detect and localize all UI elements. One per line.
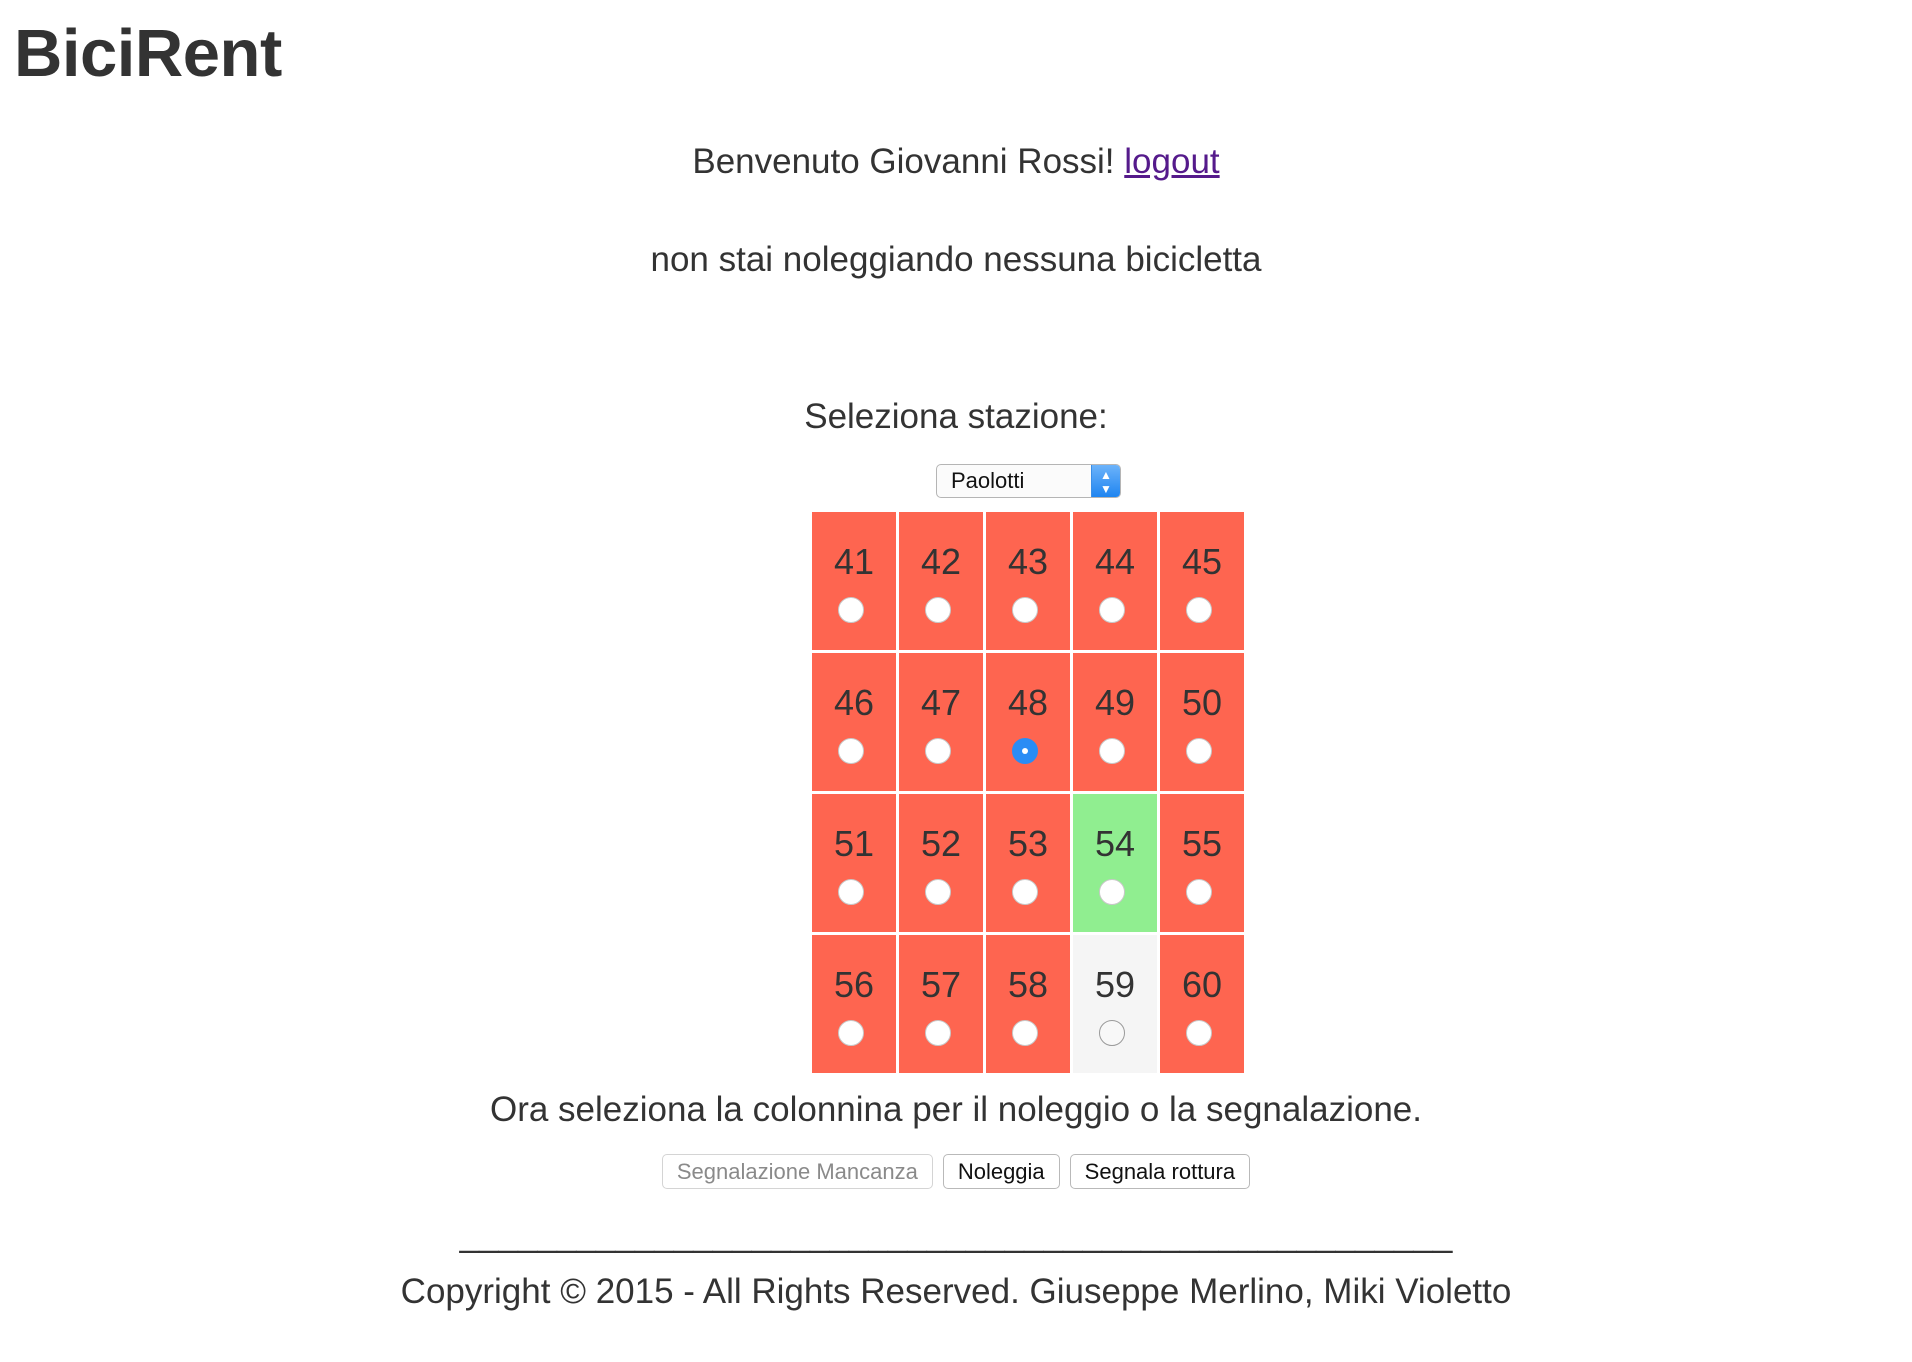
column-number: 41: [833, 541, 875, 582]
column-radio[interactable]: [1099, 597, 1125, 623]
station-select[interactable]: Paolotti ▲ ▼: [936, 464, 1121, 498]
action-buttons: Segnalazione Mancanza Noleggia Segnala r…: [0, 1154, 1912, 1189]
column-cell[interactable]: 41: [812, 512, 896, 650]
column-radio[interactable]: [1186, 1020, 1212, 1046]
column-number: 45: [1181, 541, 1223, 582]
column-number: 42: [920, 541, 962, 582]
column-number: 53: [1007, 823, 1049, 864]
column-cell[interactable]: 55: [1160, 794, 1244, 932]
column-radio[interactable]: [838, 1020, 864, 1046]
column-cell[interactable]: 60: [1160, 935, 1244, 1073]
column-cell[interactable]: 46: [812, 653, 896, 791]
app-logo: BiciRent: [14, 16, 282, 91]
column-radio[interactable]: [1012, 597, 1038, 623]
column-number: 50: [1181, 682, 1223, 723]
column-number: 43: [1007, 541, 1049, 582]
column-radio[interactable]: [1099, 879, 1125, 905]
column-number: 58: [1007, 964, 1049, 1005]
column-cell[interactable]: 50: [1160, 653, 1244, 791]
welcome-message: Benvenuto Giovanni Rossi! logout: [0, 140, 1912, 184]
column-number: 46: [833, 682, 875, 723]
report-broken-button[interactable]: Segnala rottura: [1069, 1154, 1251, 1189]
column-number: 51: [833, 823, 875, 864]
column-cell[interactable]: 52: [899, 794, 983, 932]
station-select-label: Seleziona stazione:: [804, 397, 1108, 436]
column-number: 56: [833, 964, 875, 1005]
logout-link[interactable]: logout: [1124, 142, 1220, 181]
column-radio[interactable]: [925, 597, 951, 623]
report-missing-button[interactable]: Segnalazione Mancanza: [661, 1154, 933, 1189]
instruction-text: Ora seleziona la colonnina per il nolegg…: [489, 1090, 1422, 1129]
column-cell[interactable]: 44: [1073, 512, 1157, 650]
rental-status: non stai noleggiando nessuna bicicletta: [650, 240, 1262, 279]
column-number: 55: [1181, 823, 1223, 864]
column-radio[interactable]: [838, 597, 864, 623]
column-radio[interactable]: [925, 1020, 951, 1046]
column-radio[interactable]: [838, 738, 864, 764]
column-cell[interactable]: 51: [812, 794, 896, 932]
column-radio[interactable]: [1012, 1020, 1038, 1046]
column-radio[interactable]: [1012, 738, 1038, 764]
column-cell[interactable]: 42: [899, 512, 983, 650]
column-number: 48: [1007, 682, 1049, 723]
column-radio[interactable]: [1012, 879, 1038, 905]
column-number: 60: [1181, 964, 1223, 1005]
footer-divider: ________________________________________…: [459, 1215, 1453, 1254]
column-radio[interactable]: [1099, 1020, 1125, 1046]
column-number: 57: [920, 964, 962, 1005]
column-radio[interactable]: [838, 879, 864, 905]
column-number: 44: [1094, 541, 1136, 582]
column-radio[interactable]: [1186, 738, 1212, 764]
column-cell[interactable]: 49: [1073, 653, 1157, 791]
column-cell[interactable]: 48: [986, 653, 1070, 791]
column-radio[interactable]: [925, 738, 951, 764]
column-cell[interactable]: 45: [1160, 512, 1244, 650]
column-radio[interactable]: [925, 879, 951, 905]
column-cell[interactable]: 47: [899, 653, 983, 791]
column-number: 54: [1094, 823, 1136, 864]
column-cell[interactable]: 58: [986, 935, 1070, 1073]
column-cell[interactable]: 53: [986, 794, 1070, 932]
rent-button[interactable]: Noleggia: [942, 1154, 1060, 1189]
column-number: 47: [920, 682, 962, 723]
column-cell[interactable]: 54: [1073, 794, 1157, 932]
column-cell[interactable]: 43: [986, 512, 1070, 650]
copyright-text: Copyright © 2015 - All Rights Reserved. …: [400, 1272, 1512, 1311]
column-number: 49: [1094, 682, 1136, 723]
column-radio[interactable]: [1099, 738, 1125, 764]
column-number: 52: [920, 823, 962, 864]
column-number: 59: [1094, 964, 1136, 1005]
column-radio[interactable]: [1186, 879, 1212, 905]
column-cell[interactable]: 59: [1073, 935, 1157, 1073]
station-select-value: Paolotti: [951, 468, 1025, 493]
welcome-text: Benvenuto Giovanni Rossi!: [692, 142, 1125, 181]
column-radio[interactable]: [1186, 597, 1212, 623]
select-arrows-icon: ▲ ▼: [1091, 465, 1120, 497]
column-cell[interactable]: 56: [812, 935, 896, 1073]
column-cell[interactable]: 57: [899, 935, 983, 1073]
columns-grid: 41 42 43 44 45 46 47 48 49 50 51 52 53 54 55 56 57 58 59 60: [812, 512, 1244, 1073]
